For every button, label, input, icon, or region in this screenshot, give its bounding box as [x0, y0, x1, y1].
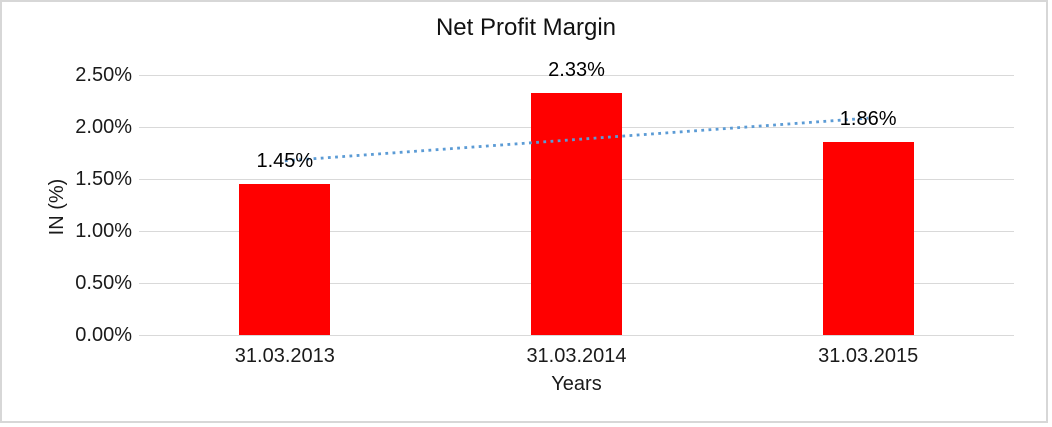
y-tick-label: 1.00% [75, 220, 132, 242]
bar-value-label: 2.33% [548, 58, 605, 81]
chart-title: Net Profit Margin [435, 14, 617, 41]
gridline [139, 75, 1014, 76]
bar [531, 92, 622, 335]
x-tick-label: 31.03.2015 [818, 345, 919, 367]
gridline [139, 335, 1014, 336]
x-tick-label: 31.03.2013 [234, 345, 335, 367]
plot-area [139, 75, 1014, 336]
bar-value-label: 1.86% [839, 107, 897, 130]
x-tick-label: 31.03.2014 [526, 345, 627, 367]
bar [239, 184, 331, 335]
y-tick-label: 2.00% [75, 116, 132, 138]
y-tick-label: 1.50% [75, 168, 132, 190]
x-axis-title: Years [551, 373, 602, 395]
bar [822, 141, 914, 335]
y-tick-label: 2.50% [75, 64, 132, 86]
y-tick-label: 0.00% [75, 324, 132, 346]
y-tick-label: 0.50% [75, 272, 132, 294]
bar-value-label: 1.45% [256, 150, 314, 173]
